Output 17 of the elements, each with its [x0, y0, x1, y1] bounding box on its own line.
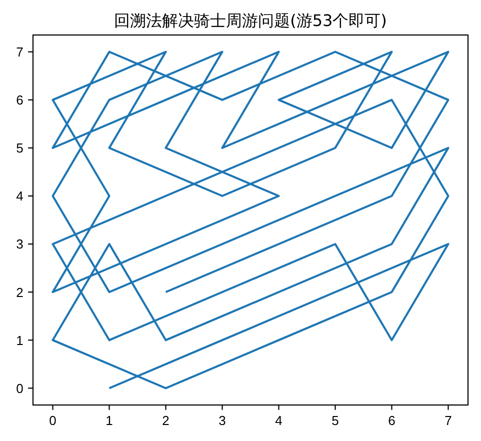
y-tick-label: 0: [16, 380, 24, 396]
x-tick-label: 0: [49, 413, 56, 428]
title: 回溯法解决骑士周游问题(游53个即可): [114, 11, 387, 30]
y-tick-label: 4: [16, 188, 24, 204]
x-tick-label: 6: [388, 413, 396, 428]
x-tick-label: 1: [106, 413, 113, 428]
y-tick-label: 7: [16, 44, 24, 60]
y-tick-label: 6: [16, 92, 24, 108]
x-tick-label: 4: [275, 413, 282, 428]
y-tick-label: 2: [16, 284, 24, 300]
x-tick-label: 5: [332, 413, 339, 428]
x-tick-label: 7: [444, 413, 452, 428]
y-tick-label: 1: [16, 332, 24, 348]
y-tick-label: 5: [16, 140, 24, 156]
x-tick-label: 3: [218, 413, 226, 428]
y-tick-label: 3: [16, 236, 24, 252]
x-tick-label: 2: [162, 413, 170, 428]
